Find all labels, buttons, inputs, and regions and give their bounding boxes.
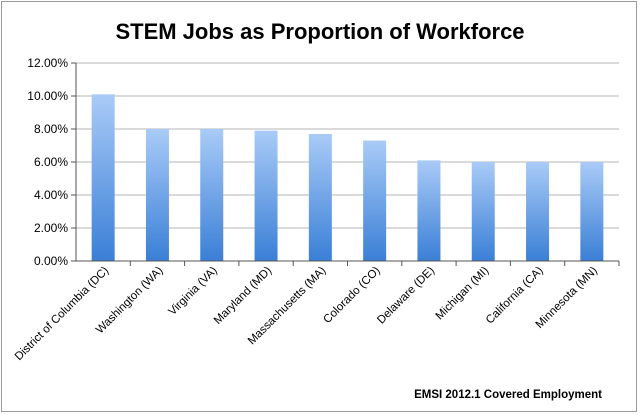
y-tick-label: 6.00% (34, 155, 68, 169)
y-tick-label: 8.00% (34, 122, 68, 136)
x-tick-label: Michigan (MI) (434, 265, 492, 323)
bar (200, 129, 224, 261)
y-tick-label: 2.00% (34, 221, 68, 235)
x-tick-label: Virginia (VA) (166, 265, 219, 318)
chart-title: STEM Jobs as Proportion of Workforce (115, 19, 524, 44)
bar (363, 140, 387, 261)
y-tick-label: 10.00% (27, 89, 68, 103)
bar (308, 133, 332, 261)
bar (526, 162, 550, 261)
bar (145, 129, 169, 261)
bar (580, 162, 604, 261)
x-tick-label: District of Columbia (DC) (13, 265, 112, 364)
source-note: EMSI 2012.1 Covered Employment (414, 389, 602, 401)
bar (254, 130, 278, 261)
y-tick-label: 0.00% (34, 254, 68, 268)
bar (471, 162, 495, 261)
bar (91, 94, 115, 261)
x-tick-label: Delaware (DE) (375, 265, 437, 327)
x-tick-label: Colorado (CO) (321, 265, 382, 326)
y-tick-label: 12.00% (27, 56, 68, 70)
bar (417, 160, 441, 261)
x-tick-label: California (CA) (484, 265, 546, 327)
y-tick-label: 4.00% (34, 188, 68, 202)
x-tick-label: Maryland (MD) (212, 265, 274, 327)
